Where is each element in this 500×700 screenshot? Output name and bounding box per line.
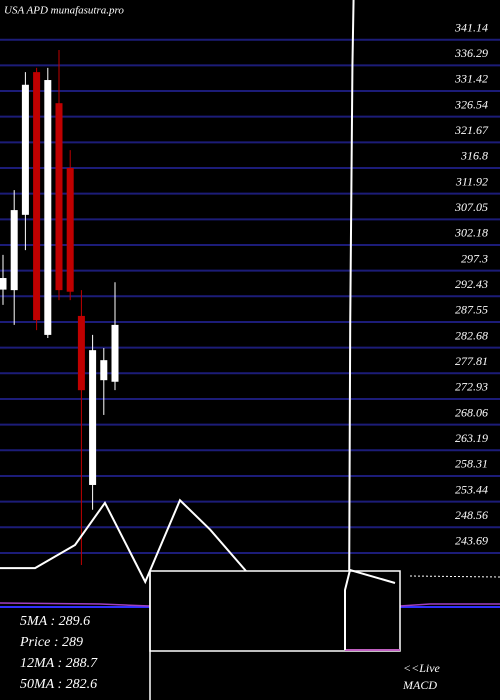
y-tick-label: 248.56 (455, 508, 488, 522)
y-tick-label: 282.68 (455, 328, 488, 342)
candle-body (44, 80, 52, 335)
y-tick-label: 292.43 (455, 277, 488, 291)
y-tick-label: 311.92 (455, 174, 488, 188)
candle-body (21, 84, 29, 215)
y-tick-label: 302.18 (454, 226, 488, 240)
macd-dashed (409, 575, 500, 578)
y-tick-label: 272.93 (455, 380, 488, 394)
info-text: Price : 289 (20, 635, 83, 650)
y-tick-label: 321.67 (454, 123, 489, 137)
y-tick-label: 316.8 (460, 149, 488, 163)
y-tick-label: 307.05 (454, 200, 488, 214)
candle-body (55, 103, 63, 291)
info-text: 5MA : 289.6 (20, 614, 91, 629)
candle-body (33, 72, 41, 321)
candle-body (10, 210, 18, 291)
info-text: 12MA : 288.7 (20, 656, 98, 671)
y-tick-label: 331.42 (454, 72, 488, 86)
indicator-line (0, 0, 355, 601)
candle-body (89, 350, 97, 485)
live-macd-label: <<Live MACD (403, 661, 440, 692)
y-tick-label: 263.19 (455, 431, 488, 445)
y-tick-label: 268.06 (455, 405, 488, 419)
y-tick-label: 336.29 (454, 46, 488, 60)
y-tick-label: 253.44 (455, 482, 488, 496)
candle-body (100, 360, 108, 381)
macd-box (149, 570, 401, 652)
y-tick-label: 277.81 (455, 354, 488, 368)
y-tick-label: 258.31 (455, 457, 488, 471)
info-text: 50MA : 282.6 (20, 677, 98, 692)
y-tick-label: 326.54 (454, 97, 488, 111)
macd-spike (344, 568, 396, 650)
candle-body (0, 278, 7, 290)
y-tick-label: 243.69 (455, 534, 488, 548)
y-tick-label: 287.55 (455, 303, 488, 317)
candle-body (111, 324, 119, 382)
candle-body (77, 315, 85, 391)
y-tick-label: 297.3 (461, 251, 488, 265)
candle-body (66, 167, 74, 292)
chart-title: USA APD munafasutra.pro (4, 5, 124, 17)
y-tick-label: 341.14 (454, 21, 488, 35)
